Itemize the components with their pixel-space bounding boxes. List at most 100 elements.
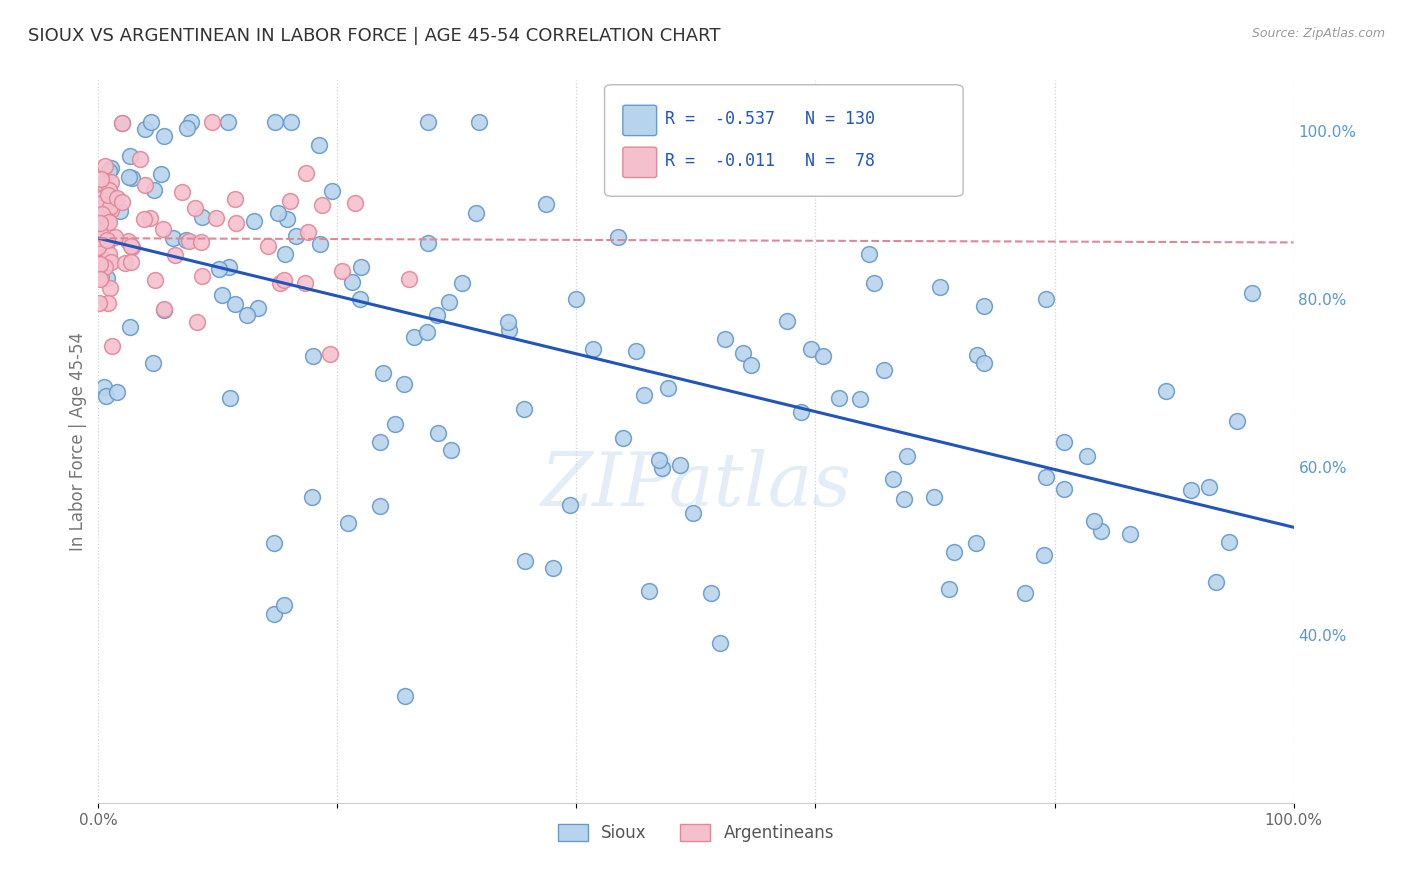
Point [93,177,115,191]
Point [295,166,318,180]
Point [263,607,285,622]
Point [110,204,132,219]
Point [263,115,285,129]
Point [243,213,266,227]
Point [682,506,704,520]
Point [191,268,214,283]
Point [404,330,426,344]
Point [294,276,316,290]
Point [153,128,176,143]
Point [651,461,673,475]
Point [565,293,588,307]
Point [709,636,731,650]
Point [91,200,114,214]
Point [257,239,280,253]
Point [120,239,142,253]
Point [863,276,886,290]
Point [176,121,198,136]
Y-axis label: In Labor Force | Age 45-54: In Labor Force | Age 45-54 [69,332,87,551]
Point [973,300,995,314]
Point [513,554,536,568]
Point [368,500,391,514]
Point [139,211,162,225]
Point [415,326,437,340]
Point [942,545,965,559]
Point [100,203,122,218]
Point [418,115,440,129]
Point [183,201,205,215]
Point [1032,548,1054,562]
Point [179,234,201,248]
Point [104,230,127,244]
Point [111,116,134,130]
Point [308,137,330,152]
Point [91,207,114,221]
Point [1180,483,1202,498]
Point [90,172,112,186]
Legend: Sioux, Argentineans: Sioux, Argentineans [551,817,841,848]
Point [224,297,246,311]
Point [301,490,323,504]
Point [97,215,120,229]
Point [190,235,212,249]
Point [103,192,125,206]
Point [274,247,297,261]
Point [468,115,491,129]
Point [218,260,240,275]
Point [280,115,302,129]
Point [811,349,834,363]
Point [163,248,186,262]
Point [273,272,295,286]
Point [398,272,420,286]
Point [87,214,110,228]
Point [100,175,122,189]
Point [263,535,285,549]
Point [371,367,394,381]
Point [873,363,896,377]
Point [418,236,440,251]
Point [236,308,259,322]
Point [534,196,557,211]
Point [217,115,239,129]
Point [929,280,952,294]
Point [440,443,463,458]
Point [89,171,111,186]
Point [152,302,174,317]
Point [114,256,136,270]
Point [558,498,581,512]
Point [893,492,915,507]
Point [117,234,139,248]
Point [132,212,155,227]
Point [208,262,231,277]
Point [624,344,647,359]
Point [496,315,519,329]
Point [451,276,474,290]
Point [118,170,141,185]
Point [141,115,163,129]
Text: SIOUX VS ARGENTINEAN IN LABOR FORCE | AGE 45-54 CORRELATION CHART: SIOUX VS ARGENTINEAN IN LABOR FORCE | AG… [28,27,721,45]
Point [100,161,122,175]
Point [1198,480,1220,494]
Point [1076,449,1098,463]
Point [186,315,208,329]
Point [90,270,112,285]
Point [89,226,111,240]
Point [938,582,960,596]
Point [700,585,723,599]
Point [368,434,391,449]
Point [93,380,115,394]
Point [100,254,122,268]
Point [858,246,880,260]
Point [180,115,202,129]
Point [330,264,353,278]
Point [96,233,118,247]
Point [297,226,319,240]
Point [105,191,128,205]
Text: R =  -0.011   N =  78: R = -0.011 N = 78 [665,153,875,170]
Point [714,332,737,346]
Point [278,194,301,208]
Point [89,183,111,197]
Point [87,230,110,244]
Point [966,348,988,362]
Point [350,260,373,275]
